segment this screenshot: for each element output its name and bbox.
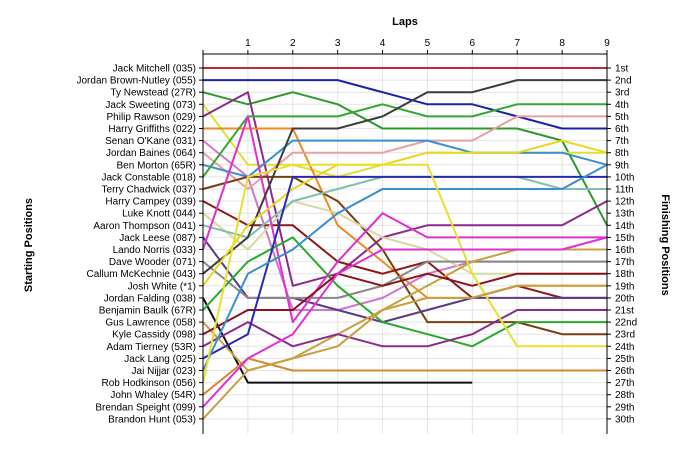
starting-position-label: Terry Chadwick (037) [102,185,196,196]
finishing-position-label: 1st [615,64,629,75]
series-line [202,236,608,408]
finishing-position-labels: 1st2nd3rd4th5th6th7th8th9th10th11th12th1… [615,64,637,426]
finishing-position-label: 20th [615,293,634,304]
finishing-position-label: 23rd [615,330,635,341]
starting-position-label: Jack Constable (018) [102,172,197,183]
finishing-position-label: 5th [615,112,629,123]
lap-tick-label: 9 [604,38,610,49]
finishing-position-label: 14th [615,221,634,232]
finishing-position-label: 4th [615,100,629,111]
finishing-position-label: 10th [615,172,634,183]
series-line [202,139,608,178]
starting-position-label: Jordan Baines (064) [106,148,196,159]
starting-position-label: Philip Rawson (029) [107,112,197,123]
finishing-position-label: 22nd [615,318,637,329]
starting-position-label: Ty Newstead (27R) [110,88,196,99]
series-line [202,175,607,336]
x-axis-title: Laps [392,16,418,28]
lap-tick-label: 4 [380,38,386,49]
finishing-position-label: 26th [615,366,634,377]
starting-position-label: Callum McKechnie (043) [87,269,197,280]
series-line [202,297,473,384]
finishing-position-label: 29th [615,402,634,413]
starting-position-label: Aaron Thompson (041) [93,221,196,232]
series-line [203,79,607,130]
finishing-position-label: 24th [615,342,634,353]
series-line [202,163,608,371]
starting-position-label: Senan O'Kane (031) [105,136,196,147]
finishing-position-label: 30th [615,414,634,425]
starting-position-label: Jack Sweeting (073) [105,100,196,111]
finishing-position-label: 15th [615,233,634,244]
series-line [202,260,607,299]
starting-position-label: Luke Knott (044) [122,209,196,220]
finishing-position-label: 13th [615,209,634,220]
starting-position-label: Lando Norris (033) [113,245,196,256]
finishing-position-label: 25th [615,354,634,365]
starting-position-label: Harry Campey (039) [105,197,196,208]
lap-tick-labels: 1 2 3 4 5 6 7 8 9 [245,38,610,49]
finishing-position-label: 19th [615,281,634,292]
lap-tick-label: 7 [514,38,520,49]
starting-position-label: Kyle Cassidy (098) [112,330,196,341]
finishing-position-label: 3rd [615,88,629,99]
starting-position-label: Benjamin Baulk (67R) [99,306,196,317]
starting-position-label: Josh White (*1) [128,281,196,292]
starting-position-label: Brendan Speight (099) [95,402,196,413]
finishing-position-label: 21st [615,306,634,317]
lap-tick-label: 1 [245,38,251,49]
starting-position-label: Rob Hodkinson (056) [102,378,197,389]
series-line [202,91,608,226]
finishing-position-label: 12th [615,197,634,208]
starting-position-labels: Jack Mitchell (035)Jordan Brown-Nutley (… [77,64,197,426]
lap-tick-label: 2 [290,38,296,49]
starting-position-label: Jordan Brown-Nutley (055) [77,76,197,87]
starting-position-label: Jack Lang (025) [124,354,196,365]
series-line [202,91,608,287]
series-line [202,115,607,324]
starting-position-label: Jai Nijjar (023) [132,366,196,377]
starting-position-label: Ben Morton (65R) [117,160,196,171]
series-line [202,309,607,348]
series-lines [202,67,608,420]
starting-position-label: John Whaley (54R) [110,390,196,401]
series-line [202,284,607,420]
axes [199,50,611,434]
finishing-position-label: 18th [615,269,634,280]
starting-position-label: Jack Mitchell (035) [113,64,196,75]
finishing-position-label: 11th [615,185,634,196]
y-axis-title-left: Starting Positions [23,198,35,292]
starting-position-label: Jordan Falding (038) [104,293,196,304]
starting-position-label: Brandon Hunt (053) [108,414,196,425]
lap-tick-label: 8 [559,38,565,49]
starting-position-label: Harry Griffiths (022) [108,124,196,135]
finishing-position-label: 7th [615,136,629,147]
series-line [202,175,607,360]
finishing-position-label: 9th [615,160,629,171]
finishing-position-label: 27th [615,378,634,389]
starting-position-label: Adam Tierney (53R) [107,342,196,353]
finishing-position-label: 16th [615,245,634,256]
finishing-position-label: 6th [615,124,629,135]
starting-position-label: Dave Wooder (071) [109,257,196,268]
finishing-position-label: 2nd [615,76,632,87]
y-axis-title-right: Finishing Positions [659,194,671,295]
series-line [202,79,607,275]
lap-tick-label: 3 [335,38,341,49]
series-line [202,236,607,348]
finishing-position-label: 28th [615,390,634,401]
series-line [202,103,607,178]
starting-position-label: Jack Leese (087) [119,233,196,244]
lap-tick-label: 6 [470,38,476,49]
series-line [202,163,607,383]
finishing-position-label: 17th [615,257,634,268]
series-line [202,139,608,287]
series-line [202,272,607,336]
finishing-position-label: 8th [615,148,629,159]
lap-tick-label: 5 [425,38,431,49]
starting-position-label: Gus Lawrence (058) [105,318,196,329]
